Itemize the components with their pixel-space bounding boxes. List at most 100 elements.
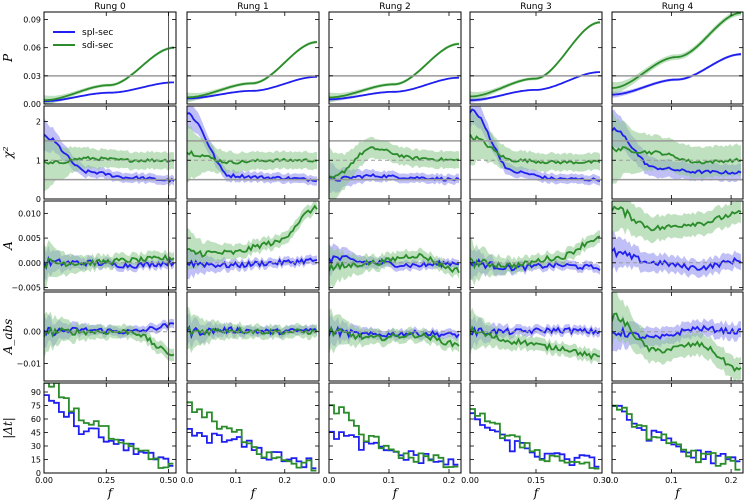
panel-r2-c1-spl-sec-line (187, 257, 318, 269)
row-ylabel-4: |Δt| (1, 417, 15, 439)
col1-xtick-label-0: 0.0 (181, 476, 194, 485)
col3-xtick-label-0: 0.00 (461, 476, 479, 485)
x-axis-label-2: f (392, 486, 400, 500)
panel-r3-c0-frame (43, 291, 177, 382)
row0-ytick-label-1: 0.03 (23, 72, 41, 81)
panel-r1-c1-sdi-sec-band (187, 122, 317, 183)
row1-ytick-label-1: 1 (36, 156, 41, 165)
row0-ytick-label-0: 0.00 (23, 100, 41, 109)
panel-r2-c4-sdi-sec-line (612, 205, 742, 232)
column-title-2: Rung 2 (379, 2, 411, 12)
row-ylabel-2: A (1, 241, 15, 251)
row4-ytick-label-2: 30 (31, 442, 41, 451)
panel-r0-c4-frame (611, 11, 744, 105)
confidence-bands (44, 12, 741, 381)
col3-xtick-label-2: 0.30 (593, 476, 611, 485)
row2-ytick-label-1: 0.000 (18, 259, 41, 268)
row4-ytick-label-3: 45 (31, 429, 41, 438)
panel-r4-c2-frame (328, 382, 462, 474)
col0-xtick-label-0: 0.00 (35, 476, 53, 485)
panel-r3-c1-frame (186, 291, 320, 382)
panel-r4-c0-sdi-sec-hist (44, 383, 174, 469)
row0-ytick-label-3: 0.09 (23, 16, 41, 25)
panel-r0-c3-sdi-sec-line (470, 21, 601, 98)
panel-r0-c3-spl-sec-line (470, 71, 600, 102)
panel-r0-c4-spl-sec-line (612, 53, 742, 96)
panel-r3-c3-spl-sec-band (470, 315, 600, 350)
row-ylabel-1: χ² (1, 146, 15, 159)
panel-r2-c3-sdi-sec-band (470, 230, 600, 286)
panel-r4-c1-sdi-sec-hist (187, 401, 317, 472)
x-axis-label-4: f (674, 486, 682, 500)
panel-r2-c1-frame (186, 200, 320, 291)
col3-xtick-label-1: 0.15 (527, 476, 545, 485)
row1-ytick-label-2: 2 (36, 118, 41, 127)
panel-frames (43, 11, 744, 474)
panel-r0-c0-sdi-sec-line (44, 46, 175, 102)
panel-r3-c0-sdi-sec-band (44, 311, 174, 362)
panel-r2-c2-frame (328, 200, 462, 291)
panel-r3-c2-frame (328, 291, 462, 382)
panel-r1-c2-frame (328, 105, 462, 200)
col2-xtick-label-0: 0.0 (323, 476, 336, 485)
panel-r4-c3-sdi-sec-hist (470, 408, 600, 470)
panel-r4-c2-spl-sec-hist (329, 430, 459, 466)
panel-r0-c2-sdi-sec-line (329, 43, 460, 99)
panel-r2-c4-frame (611, 200, 744, 291)
row4-ytick-label-0: 0 (36, 469, 41, 478)
panel-r3-c1-sdi-sec-band (187, 306, 317, 353)
row4-ytick-label-5: 75 (31, 402, 41, 411)
panel-r2-c2-sdi-sec-band (329, 245, 459, 290)
panel-r4-c2-sdi-sec-hist (329, 404, 459, 469)
panel-r2-c4-spl-sec-line (612, 246, 742, 272)
row-ylabel-0: P (1, 53, 15, 63)
panel-r4-c4-sdi-sec-hist (612, 404, 741, 471)
panel-r2-c1-spl-sec-band (187, 247, 317, 280)
panel-r0-c1-spl-sec-line (187, 75, 317, 100)
col2-xtick-label-2: 0.2 (443, 476, 456, 485)
panel-r2-c4-sdi-sec-band (612, 201, 741, 244)
col4-xtick-label-1: 0.1 (665, 476, 678, 485)
panel-r3-c4-frame (611, 291, 744, 382)
row1-ytick-label-0: 0 (36, 195, 41, 204)
panel-r1-c4-spl-sec-line (612, 126, 742, 175)
panel-r2-c3-spl-sec-line (470, 257, 601, 272)
x-axis-label-3: f (533, 486, 541, 500)
panel-r2-c0-frame (43, 200, 177, 291)
col1-xtick-label-1: 0.1 (230, 476, 243, 485)
column-title-4: Rung 4 (662, 2, 694, 12)
col4-xtick-label-2: 0.2 (725, 476, 738, 485)
panel-r1-c0-sdi-sec-band (44, 131, 174, 192)
panel-r0-c1-frame (186, 11, 320, 105)
panel-r2-c1-sdi-sec-line (187, 204, 318, 258)
col2-xtick-label-1: 0.1 (383, 476, 396, 485)
panel-r2-c0-sdi-sec-band (44, 240, 174, 288)
panel-r4-c1-frame (186, 382, 320, 474)
panel-r4-c4-frame (611, 382, 744, 474)
panel-r0-c4-sdi-sec-band (612, 12, 741, 95)
panel-r4-c0-spl-sec-hist (44, 394, 174, 467)
panel-r3-c4-sdi-sec-line (612, 312, 742, 373)
panel-r1-c3-sdi-sec-line (470, 133, 601, 165)
panel-r0-c0-frame (43, 11, 177, 105)
row4-ytick-label-4: 60 (31, 415, 41, 424)
column-title-3: Rung 3 (520, 2, 552, 12)
panel-r4-c0-frame (43, 382, 177, 474)
panel-r3-c3-sdi-sec-line (470, 325, 601, 361)
row3-ytick-label-1: 0.00 (23, 328, 41, 337)
col1-xtick-label-2: 0.2 (278, 476, 291, 485)
col0-xtick-label-2: 0.50 (160, 476, 178, 485)
row2-ytick-label-3: 0.010 (18, 209, 41, 218)
axis-text: 0.000.030.060.09012−0.0050.0000.0050.010… (1, 2, 737, 500)
panel-r2-c4-spl-sec-band (612, 230, 741, 278)
panel-r0-c4-sdi-sec-line (612, 12, 742, 89)
x-axis-label-0: f (107, 486, 115, 500)
panel-r1-c2-sdi-sec-band (329, 136, 459, 199)
panel-r1-c0-spl-sec-line (44, 133, 175, 183)
row2-ytick-label-0: −0.005 (11, 284, 41, 293)
column-title-1: Rung 1 (237, 2, 269, 12)
panel-r0-c0-spl-sec-line (44, 81, 174, 103)
panel-r0-c2-spl-sec-line (329, 76, 460, 101)
panel-r2-c3-sdi-sec-line (470, 235, 601, 270)
